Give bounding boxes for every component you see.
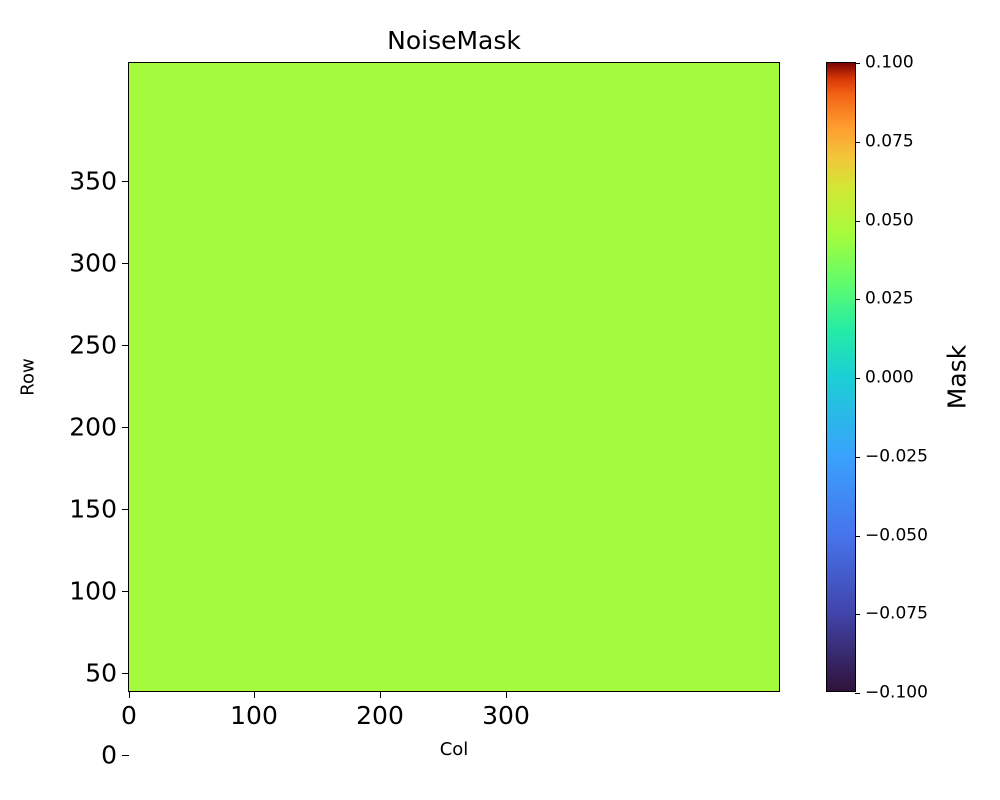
colorbar: 0.100 0.075 0.050 0.025 0.000 −0.025 −0.… <box>826 54 928 701</box>
x-tick-mark <box>129 691 130 698</box>
colorbar-tick-label: 0.100 <box>865 52 914 73</box>
colorbar-tick-label: −0.025 <box>865 446 928 467</box>
x-tick-mark <box>254 691 255 698</box>
y-tick-label: 100 <box>69 576 117 606</box>
colorbar-tick-mark <box>855 456 860 458</box>
colorbar-tick-mark <box>855 141 860 143</box>
y-tick-label: 300 <box>69 248 117 278</box>
y-tick-mark <box>122 591 129 592</box>
colorbar-gradient <box>827 63 855 691</box>
y-tick-mark <box>122 263 129 264</box>
x-tick-label: 200 <box>356 701 404 730</box>
colorbar-tick-mark <box>855 614 860 616</box>
y-tick-mark <box>122 509 129 510</box>
x-tick-label: 0 <box>121 701 137 730</box>
chart-title: NoiseMask <box>387 26 521 55</box>
colorbar-tick-mark <box>855 535 860 537</box>
x-axis-label: Col <box>439 739 469 760</box>
y-tick-mark <box>122 673 129 674</box>
y-tick-mark <box>122 427 129 428</box>
y-tick-label: 0 <box>101 740 117 770</box>
y-tick-label: 250 <box>69 330 117 360</box>
heatmap-axes: 0 50 100 150 200 250 300 350 0 100 200 3… <box>69 62 780 768</box>
colorbar-tick-label: 0.075 <box>865 131 914 152</box>
x-tick-mark <box>380 691 381 698</box>
y-axis-label: Row <box>17 358 39 396</box>
y-tick-label: 50 <box>85 658 117 688</box>
y-tick-label: 150 <box>69 494 117 524</box>
y-tick-mark <box>122 755 129 756</box>
colorbar-tick-label: 0.000 <box>865 367 914 388</box>
heatmap-image <box>129 63 779 691</box>
colorbar-tick-mark <box>855 63 860 64</box>
colorbar-tick-mark <box>855 299 860 301</box>
colorbar-tick-label: 0.050 <box>865 210 914 230</box>
colorbar-tick-label: −0.050 <box>865 525 928 545</box>
y-tick-mark <box>122 181 129 182</box>
colorbar-tick-label: −0.075 <box>865 603 928 624</box>
x-tick-label: 300 <box>482 701 530 730</box>
y-tick-mark <box>122 345 129 346</box>
colorbar-tick-label: −0.100 <box>865 682 928 703</box>
colorbar-label: Mask <box>942 344 972 410</box>
x-tick-label: 100 <box>230 701 278 730</box>
colorbar-tick-label: 0.025 <box>865 288 914 309</box>
x-tick-mark <box>506 691 507 698</box>
colorbar-tick-mark <box>855 378 860 379</box>
y-tick-label: 350 <box>69 166 117 196</box>
colorbar-tick-mark <box>855 693 860 694</box>
colorbar-tick-mark <box>855 220 860 222</box>
y-tick-label: 200 <box>69 412 117 442</box>
